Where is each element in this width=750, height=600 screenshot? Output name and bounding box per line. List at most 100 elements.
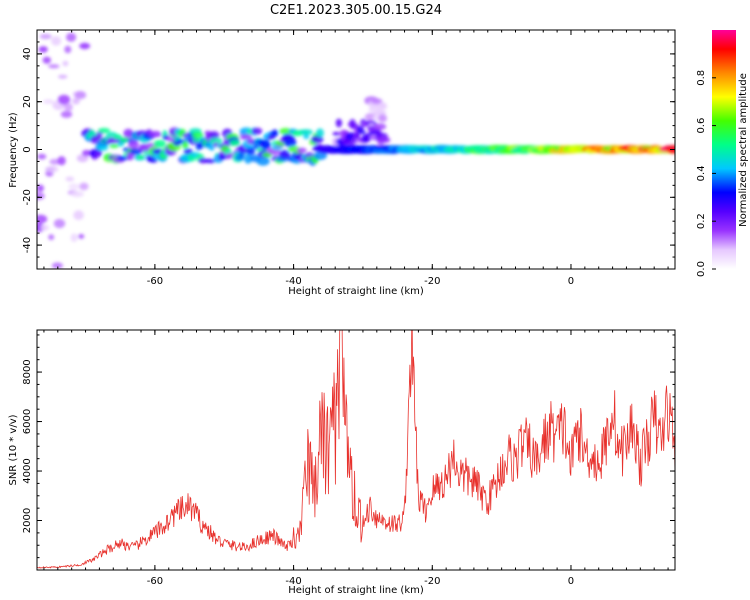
- snr-axes: -60 -40 -20 0 2000 4000 6000 8000: [22, 330, 675, 587]
- x-tick-label: -60: [147, 576, 163, 587]
- spectrogram-cell: [64, 103, 73, 112]
- y-tick-label: -20: [22, 189, 33, 205]
- spectrogram-cell: [113, 134, 123, 140]
- spectrogram-cell: [38, 46, 48, 53]
- spectrogram-cell: [251, 127, 263, 135]
- spectrogram-cell: [66, 32, 77, 42]
- spectrogram-cell: [51, 262, 64, 269]
- spectrogram-cell: [40, 224, 50, 231]
- spectrogram-cell: [97, 127, 111, 134]
- y-tick-label: 2000: [22, 508, 33, 533]
- spectrogram-cell: [51, 36, 62, 46]
- spectrogram-cell: [149, 130, 162, 138]
- snr-frame: [36, 329, 676, 571]
- spectrogram-cell: [48, 64, 60, 69]
- y-tick-label: 6000: [22, 409, 33, 434]
- spectrogram-cell: [300, 129, 313, 136]
- spectrogram-cell: [128, 140, 139, 150]
- snr-panel: -60 -40 -20 0 2000 4000 6000 8000 Height of str…: [8, 329, 676, 596]
- spectrogram-cell: [79, 42, 91, 50]
- x-tick-label: -40: [285, 576, 301, 587]
- spectrogram-cell: [62, 60, 69, 67]
- spectrogram-cell: [97, 144, 109, 151]
- figure-title: C2E1.2023.305.00.15.G24: [270, 3, 442, 18]
- colorbar-tick-label: 0.2: [696, 213, 707, 229]
- spectrogram-cell: [370, 98, 383, 105]
- y-tick-label: 40: [22, 48, 33, 61]
- y-tick-label: 4000: [22, 458, 33, 483]
- spectrogram-cell: [129, 148, 143, 156]
- spectrogram-cell: [271, 129, 279, 137]
- spectrogram-cell: [242, 134, 253, 140]
- x-tick-label: -40: [285, 276, 301, 287]
- spectrogram-cell: [57, 156, 66, 166]
- colorbar: 0.0 0.2 0.4 0.6 0.8 Normalized spectral ampl…: [696, 30, 749, 277]
- y-tick-label: 0: [22, 146, 33, 152]
- spectrogram-cell: [374, 123, 387, 130]
- spectrogram-cell: [53, 218, 66, 229]
- spectrogram-cell: [39, 33, 52, 40]
- spectrogram-cell: [73, 210, 84, 221]
- spectrogram-cell: [209, 137, 223, 145]
- spectrogram-cell: [316, 128, 324, 138]
- spectrogram-cell: [37, 184, 44, 192]
- spectrogram-cell: [74, 91, 87, 100]
- spectrogram-cell: [42, 56, 51, 64]
- spectrogram-y-label: Frequency (Hz): [8, 112, 19, 188]
- spectrogram-cell: [208, 131, 220, 140]
- spectrogram-cell: [78, 234, 85, 239]
- spectrogram-cell: [191, 131, 204, 139]
- spectrogram-cell: [136, 155, 145, 160]
- spectrogram-cell: [123, 128, 134, 139]
- colorbar-ticks: 0.0 0.2 0.4 0.6 0.8: [696, 70, 716, 277]
- spectrogram-cell: [378, 114, 387, 123]
- spectrogram-cell: [378, 102, 387, 108]
- spectrogram-cell: [109, 143, 119, 149]
- spectrogram-cell: [117, 141, 125, 147]
- spectrogram-cell: [229, 139, 240, 147]
- spectrogram-cell: [70, 191, 84, 198]
- spectrogram-cell: [279, 149, 291, 160]
- spectrogram-cell: [37, 214, 48, 224]
- spectrogram-cell: [263, 139, 270, 149]
- spectrogram-cell: [296, 147, 307, 154]
- spectrogram-heatmap: [37, 32, 675, 269]
- spectrogram-cell: [79, 182, 89, 191]
- spectrogram-cell: [60, 110, 73, 118]
- spectrogram-cell: [311, 135, 324, 144]
- spectrogram-cell: [183, 148, 193, 155]
- colorbar-gradient: [712, 30, 736, 269]
- spectrogram-cell: [76, 154, 89, 163]
- y-tick-label: -40: [22, 237, 33, 253]
- spectrogram-cell: [64, 45, 72, 54]
- spectrogram-cell: [357, 129, 366, 135]
- spectrogram-cell: [94, 151, 102, 158]
- snr-series-line: [37, 330, 675, 569]
- spectrogram-cell: [37, 192, 45, 201]
- spectrogram-panel: -60 -40 -20 0 -40 -20 0 20 40 Height of straight…: [8, 29, 676, 297]
- spectrogram-cell: [70, 233, 78, 242]
- spectrogram-cell: [65, 176, 75, 182]
- spectrogram-cell: [153, 139, 166, 148]
- x-tick-label: -20: [424, 576, 440, 587]
- spectrogram-cell: [46, 165, 59, 173]
- spectrogram-cell: [353, 132, 360, 141]
- spectrogram-cell: [284, 138, 297, 148]
- x-tick-label: 0: [568, 276, 574, 287]
- spectrogram-cell: [246, 147, 256, 156]
- spectrogram-cell: [335, 118, 343, 128]
- spectrogram-axes: -60 -40 -20 0 -40 -20 0 20 40: [22, 29, 675, 287]
- spectrogram-cell: [68, 183, 80, 190]
- spectrogram-cell: [332, 131, 340, 136]
- spectrogram-cell: [256, 156, 270, 166]
- x-tick-label: 0: [568, 576, 574, 587]
- colorbar-tick-label: 0.0: [696, 261, 707, 277]
- spectrogram-cell: [37, 153, 47, 160]
- spectrogram-cell: [48, 234, 55, 241]
- snr-x-label: Height of straight line (km): [288, 585, 424, 596]
- spectrogram-cell: [57, 94, 71, 105]
- x-tick-label: -20: [424, 276, 440, 287]
- spectrogram-x-label: Height of straight line (km): [288, 286, 424, 297]
- spectrogram-cell: [279, 128, 293, 135]
